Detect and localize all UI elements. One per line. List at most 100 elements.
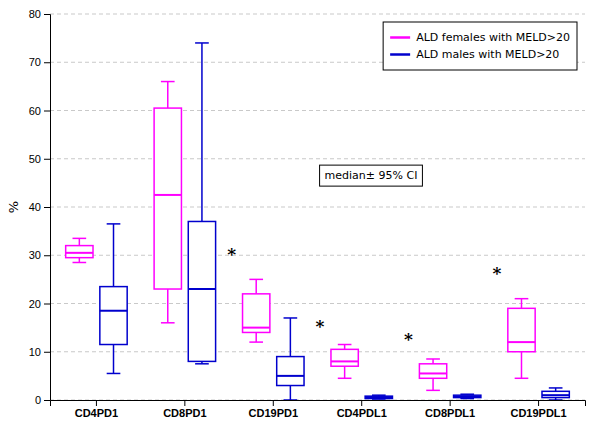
- upper-whisker: [113, 224, 115, 287]
- grid-line: [50, 255, 585, 256]
- box-body: [419, 364, 446, 378]
- upper-whisker: [255, 279, 257, 293]
- x-axis: CD4PD1 CD8PD1 CD19PD1 CD4PDL1 CD8PDL1 CD19PDL…: [51, 400, 586, 419]
- lower-cap: [161, 322, 175, 324]
- legend-label: ALD males with MELD>20: [416, 48, 559, 61]
- x-tick-label: CD8PDL1: [425, 407, 475, 419]
- y-tick-mark: [44, 400, 50, 401]
- y-tick: 40: [29, 201, 50, 213]
- y-tick-label: 80: [29, 8, 41, 20]
- lower-whisker: [521, 352, 523, 379]
- median: [454, 396, 481, 398]
- box: [188, 43, 215, 364]
- grid-line: [50, 207, 585, 208]
- box-body: [188, 221, 215, 361]
- lower-whisker: [255, 332, 257, 342]
- upper-whisker: [79, 238, 81, 245]
- annotation-frame: [320, 165, 423, 186]
- y-tick-label: 10: [29, 346, 41, 358]
- lower-whisker: [344, 366, 346, 378]
- upper-cap: [549, 387, 563, 389]
- box-series: [66, 82, 535, 391]
- box-body: [331, 349, 358, 366]
- y-axis-line: [44, 15, 51, 401]
- significance-star: *: [404, 329, 413, 349]
- annotation-text: median± 95% CI: [325, 169, 418, 182]
- median: [331, 360, 358, 362]
- y-tick-label: 0: [35, 394, 41, 406]
- x-tick: CD4PDL1: [337, 400, 387, 419]
- upper-cap: [515, 298, 529, 300]
- upper-cap: [284, 317, 298, 319]
- upper-whisker: [521, 299, 523, 309]
- x-tick: CD4PD1: [75, 400, 118, 419]
- upper-cap: [426, 358, 440, 360]
- y-tick-mark: [44, 14, 50, 15]
- y-tick-mark: [44, 255, 50, 256]
- lower-whisker: [113, 345, 115, 374]
- annotation: median± 95% CI: [320, 165, 423, 186]
- median: [188, 288, 215, 290]
- x-tick-label: CD8PD1: [163, 407, 206, 419]
- y-tick-mark: [44, 207, 50, 208]
- stars: ****: [227, 244, 501, 348]
- median: [66, 252, 93, 254]
- x-tick-label: CD19PD1: [249, 407, 299, 419]
- y-tick-label: 20: [29, 298, 41, 310]
- significance-star: *: [316, 316, 325, 336]
- x-tick-mark: [450, 400, 451, 406]
- legend-swatch: [390, 53, 410, 56]
- legend-label: ALD females with MELD>20: [416, 31, 570, 44]
- y-tick-mark: [44, 304, 50, 305]
- y-tick: 60: [29, 105, 50, 117]
- lower-cap: [338, 378, 352, 380]
- y-tick-mark: [44, 111, 50, 112]
- x-tick-label: CD4PDL1: [337, 407, 387, 419]
- box-series: [100, 43, 569, 400]
- lower-cap: [249, 341, 263, 343]
- median: [243, 327, 270, 329]
- x-tick: CD19PDL1: [510, 400, 566, 419]
- box: [454, 394, 481, 398]
- x-tick: CD19PD1: [249, 400, 299, 419]
- median: [100, 310, 127, 312]
- x-tick-mark: [184, 400, 185, 406]
- lower-cap: [107, 373, 121, 375]
- upper-cap: [107, 223, 121, 225]
- median: [365, 396, 392, 398]
- y-tick: 80: [29, 8, 50, 20]
- grid-line: [50, 110, 585, 111]
- upper-whisker: [167, 82, 169, 109]
- box: [542, 388, 569, 400]
- box-body: [508, 308, 535, 351]
- median: [154, 194, 181, 196]
- plot: 01020304050607080CD4PD1CD8PD1CD19PD1CD4P…: [29, 8, 586, 419]
- median: [277, 375, 304, 377]
- y-tick: 10: [29, 346, 50, 358]
- box-body: [243, 294, 270, 333]
- lower-cap: [426, 390, 440, 392]
- y-tick-label: 70: [29, 56, 41, 68]
- box-body: [365, 396, 392, 398]
- grid: [50, 14, 585, 400]
- box: [365, 395, 392, 399]
- lower-whisker: [167, 289, 169, 323]
- y-axis-title: %: [6, 201, 21, 213]
- box: [66, 238, 93, 262]
- box: [331, 345, 358, 379]
- box: [100, 224, 127, 374]
- box-body: [100, 287, 127, 345]
- lower-cap: [515, 378, 529, 380]
- x-tick: CD8PDL1: [425, 400, 475, 419]
- y-tick: 70: [29, 56, 50, 68]
- box: [277, 318, 304, 400]
- upper-cap: [161, 81, 175, 83]
- x-axis-line: [51, 401, 586, 407]
- y-tick-mark: [44, 62, 50, 63]
- significance-star: *: [227, 244, 236, 264]
- box: [508, 299, 535, 379]
- box-body: [154, 108, 181, 289]
- chart: 01020304050607080CD4PD1CD8PD1CD19PD1CD4P…: [0, 0, 599, 438]
- boxes: [66, 43, 570, 400]
- y-tick: 20: [29, 298, 50, 310]
